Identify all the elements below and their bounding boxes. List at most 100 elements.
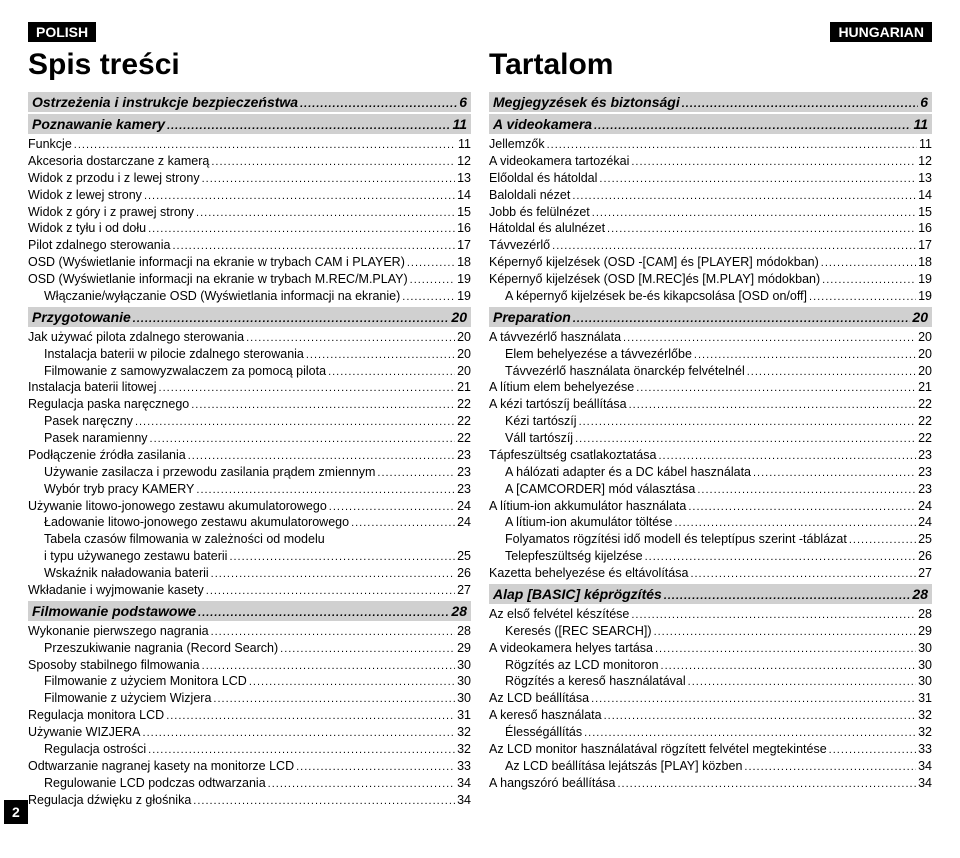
toc-leader-dots [227,550,455,565]
toc-entry-label: Tápfeszültség csatlakoztatása [489,447,656,464]
toc-leader-dots [807,290,916,305]
toc-leader-dots [627,398,917,413]
toc-leader-dots [751,466,916,481]
toc-entry-label: A távvezérlő használata [489,329,621,346]
toc-entry: Távvezérlő17 [489,237,932,254]
toc-entry-label: Folyamatos rögzítési idő modell és telep… [505,531,847,548]
toc-entry: Az LCD beállítása31 [489,690,932,707]
toc-section-heading: Poznawanie kamery11 [28,114,471,134]
toc-entry-label: Włączanie/wyłączanie OSD (Wyświetlania i… [44,288,400,305]
toc-entry-page: 20 [455,346,471,363]
toc-leader-dots [304,348,455,363]
toc-entry-page: 22 [455,396,471,413]
toc-entry-label: A kereső használata [489,707,602,724]
toc-entry-label: Jobb és felülnézet [489,204,590,221]
toc-entry-label: Előoldal és hátoldal [489,170,597,187]
toc-leader-dots [820,273,916,288]
toc-entry-page: 32 [455,724,471,741]
toc-entry-page: 30 [455,690,471,707]
toc-entry-page: 34 [916,775,932,792]
toc-entry: i typu używanego zestawu baterii25 [28,548,471,565]
toc-entry-page: 11 [917,136,932,153]
toc-entry: A lítium-ion akkumulátor használata24 [489,498,932,515]
toc-entry-page: 30 [455,673,471,690]
toc-entry-page: 28 [449,603,467,619]
toc-entry-page: 26 [455,565,471,582]
toc-entry-label: Keresés ([REC SEARCH]) [505,623,652,640]
toc-entry-page: 28 [910,586,928,602]
toc-entry: Az első felvétel készítése 28 [489,606,932,623]
toc-leader-dots [349,516,455,531]
toc-leader-dots [629,608,916,623]
toc-entry: Regulowanie LCD podczas odtwarzania34 [28,775,471,792]
toc-leader-dots [194,483,455,498]
toc-leader-dots [400,290,455,305]
toc-entry-page: 11 [456,136,471,153]
toc-entry: A hálózati adapter és a DC kábel használ… [489,464,932,481]
toc-entry-label: Ostrzeżenia i instrukcje bezpieczeństwa [32,94,298,110]
toc-entry-page: 29 [455,640,471,657]
toc-entry: Hátoldal és alulnézet16 [489,220,932,237]
toc-entry-page: 29 [916,623,932,640]
toc-entry-page: 15 [916,204,932,221]
toc-entry-label: Funkcje [28,136,72,153]
toc-leader-dots [695,483,916,498]
toc-leader-dots [200,659,455,674]
toc-entry-label: Podłączenie źródła zasilania [28,447,186,464]
toc-leader-dots [148,432,456,447]
toc-entry-label: Regulacja ostrości [44,741,146,758]
toc-entry: Folyamatos rögzítési idő modell és telep… [489,531,932,548]
toc-entry-page: 24 [916,498,932,515]
toc-leader-dots [745,365,916,380]
toc-entry-page: 12 [455,153,471,170]
toc-leader-dots [133,415,455,430]
toc-entry-label: Używanie WIZJERA [28,724,141,741]
toc-section-heading: Preparation20 [489,307,932,327]
toc-entry-page: 25 [916,531,932,548]
toc-entry: Instalacja baterii litowej21 [28,379,471,396]
toc-entry: Odtwarzanie nagranej kasety na monitorze… [28,758,471,775]
toc-leader-dots [550,239,916,254]
toc-entry: Włączanie/wyłączanie OSD (Wyświetlania i… [28,288,471,305]
toc-entry: Funkcje 11 [28,136,471,153]
toc-leader-dots [266,777,455,792]
toc-entry-page: 34 [916,758,932,775]
toc-leader-dots [686,500,916,515]
toc-entry: Wkładanie i wyjmowanie kasety27 [28,582,471,599]
toc-leader-dots [165,120,450,132]
page-number: 2 [4,800,28,824]
toc-leader-dots [405,256,455,271]
toc-entry: Rögzítés az LCD monitoron30 [489,657,932,674]
toc-entry: Widok z lewej strony14 [28,187,471,204]
toc-entry-page: 14 [916,187,932,204]
toc-entry-page: 19 [455,271,471,288]
toc-leader-dots [653,642,916,657]
toc-leader-dots [164,709,455,724]
toc-entry-page: 30 [916,640,932,657]
toc-entry-label: Az LCD beállítása [489,690,589,707]
toc-leader-dots [200,172,456,187]
toc-entry-label: Baloldali nézet [489,187,570,204]
toc-entry: Używanie zasilacza i przewodu zasilania … [28,464,471,481]
two-column-layout: POLISHSpis treściOstrzeżenia i instrukcj… [28,22,932,808]
toc-leader-dots [244,331,455,346]
toc-entry: Regulacja monitora LCD31 [28,707,471,724]
toc-entry-label: Pasek naręczny [44,413,133,430]
toc-entry: Pasek naramienny22 [28,430,471,447]
toc-entry-page: 28 [916,606,932,623]
toc-entry-label: Wskaźnik naładowania baterii [44,565,209,582]
toc-title: Spis treści [28,48,471,82]
toc-entry: Előoldal és hátoldal13 [489,170,932,187]
toc-entry-page: 22 [916,430,932,447]
toc-entry-label: Widok z góry i z prawej strony [28,204,194,221]
toc-leader-dots [827,743,916,758]
toc-entry-label: Az első felvétel készítése [489,606,629,623]
toc-leader-dots [672,516,916,531]
toc-entry-label: Képernyő kijelzések (OSD -[CAM] és [PLAY… [489,254,819,271]
toc-entry-page: 30 [455,657,471,674]
toc-leader-dots [375,466,455,481]
toc-entry-page: 20 [916,329,932,346]
toc-entry: Keresés ([REC SEARCH]) 29 [489,623,932,640]
toc-entry-page: 34 [455,775,471,792]
toc-entry-label: Używanie zasilacza i przewodu zasilania … [44,464,375,481]
